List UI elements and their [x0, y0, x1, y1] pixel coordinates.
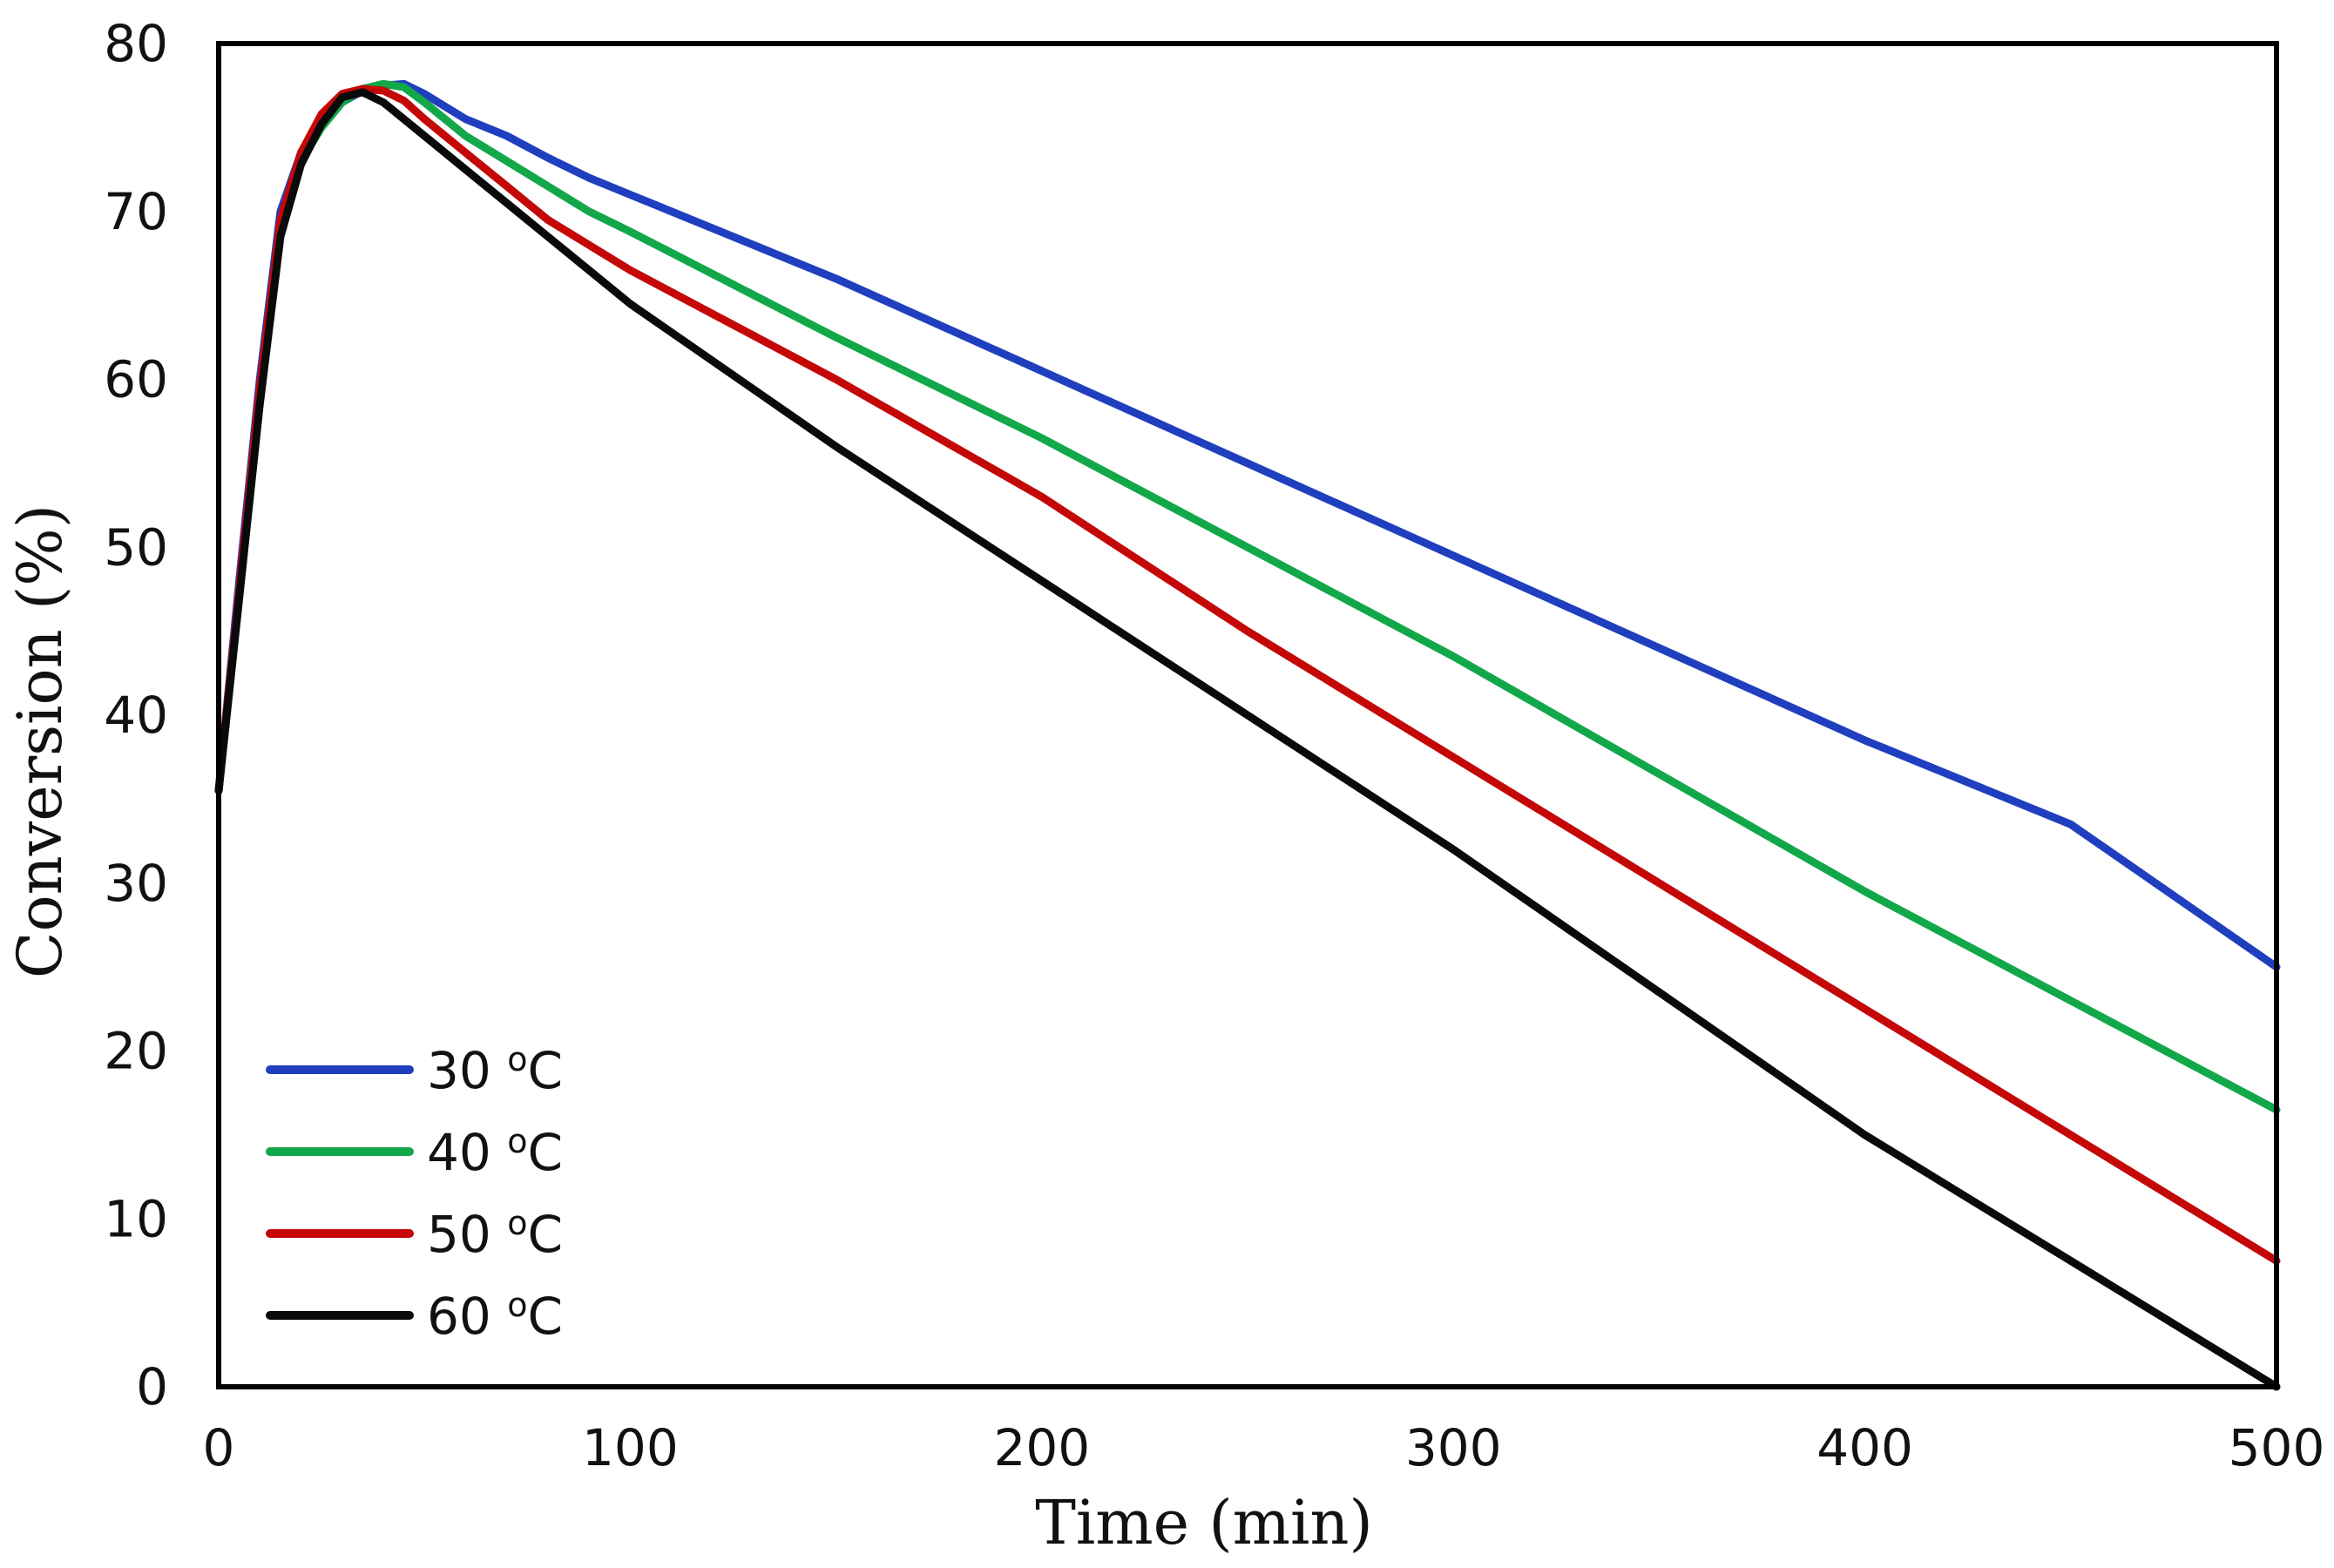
- legend-label-60: 60 oC: [427, 1286, 563, 1346]
- plot-area: [214, 79, 2281, 1391]
- x-tick-label: 200: [993, 1418, 1090, 1477]
- legend-label-40: 40 oC: [427, 1122, 563, 1182]
- series-line-40: [214, 79, 2281, 1114]
- series-line-60: [214, 88, 2281, 1391]
- x-tick-label: 500: [2229, 1418, 2325, 1477]
- x-tick-label: 400: [1816, 1418, 1913, 1477]
- x-tick-label: 0: [203, 1418, 235, 1477]
- y-tick-label: 0: [136, 1357, 168, 1416]
- axes-layer: 0 100 200 300 400 500 0 10 20 30 40 50 60 70 80 Time (m…: [4, 14, 2324, 1558]
- x-tick-label: 100: [582, 1418, 679, 1477]
- y-tick-label: 70: [104, 182, 168, 241]
- y-tick-label: 60: [104, 350, 168, 409]
- x-axis-title: Time (min): [1035, 1487, 1373, 1558]
- legend-label-50: 50 oC: [427, 1204, 563, 1264]
- y-tick-label: 40: [104, 686, 168, 745]
- legend-label-30: 30 oC: [427, 1040, 563, 1100]
- y-tick-label: 80: [104, 14, 168, 73]
- y-tick-label: 30: [104, 854, 168, 913]
- legend: 30 oC 40 oC 50 oC 60 oC: [266, 1040, 563, 1346]
- plot-frame: [216, 41, 2279, 1389]
- y-axis-title: Conversion (%): [4, 504, 76, 978]
- y-tick-label: 10: [104, 1189, 168, 1248]
- y-tick-label: 50: [104, 517, 168, 577]
- y-tick-label: 20: [104, 1022, 168, 1081]
- x-tick-label: 300: [1405, 1418, 1502, 1477]
